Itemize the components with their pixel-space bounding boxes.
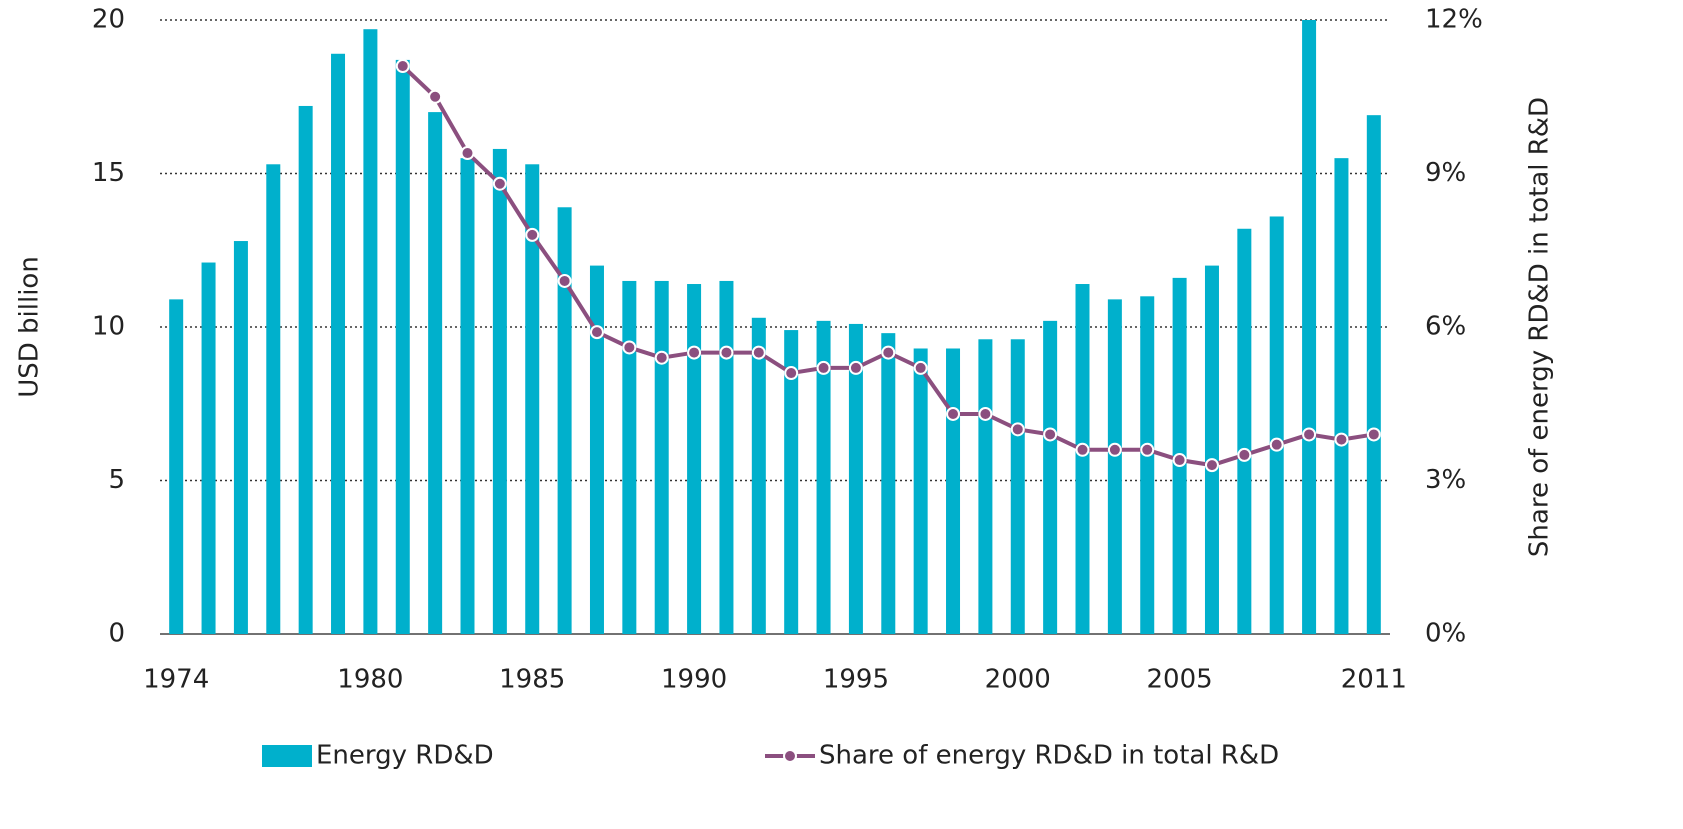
line-marker xyxy=(525,227,540,242)
line-marker xyxy=(784,366,799,381)
line-marker xyxy=(1107,442,1122,457)
bar xyxy=(201,262,216,634)
y2-axis-title: Share of energy RD&D in total R&D xyxy=(1525,97,1555,557)
legend-label: Share of energy RD&D in total R&D xyxy=(819,741,1279,771)
y2-tick-label: 9% xyxy=(1425,158,1466,188)
x-tick-label: 1974 xyxy=(143,665,209,695)
bar xyxy=(1107,299,1122,634)
line-marker xyxy=(881,345,896,360)
bar xyxy=(363,29,378,634)
x-tick-label: 1985 xyxy=(499,665,565,695)
bar xyxy=(1075,284,1090,634)
bar xyxy=(1043,320,1058,634)
x-tick-label: 2011 xyxy=(1341,665,1407,695)
y-tick-label: 5 xyxy=(108,465,125,495)
bar xyxy=(169,299,184,634)
line-marker xyxy=(751,345,766,360)
bar xyxy=(1237,228,1252,634)
bar xyxy=(1204,265,1219,634)
bar xyxy=(848,323,863,634)
x-tick-label: 1980 xyxy=(337,665,403,695)
y2-tick-label: 0% xyxy=(1425,619,1466,649)
bar xyxy=(298,105,313,634)
bar xyxy=(1140,296,1155,634)
x-tick-label: 1990 xyxy=(661,665,727,695)
y-tick-label: 15 xyxy=(92,158,125,188)
bar xyxy=(331,53,346,634)
line-marker xyxy=(622,340,637,355)
bar xyxy=(460,158,475,634)
bar xyxy=(266,164,281,635)
line-marker xyxy=(557,273,572,288)
line-marker xyxy=(1172,453,1187,468)
legend-swatch xyxy=(262,745,312,767)
bar xyxy=(428,112,443,635)
line-marker xyxy=(460,146,475,161)
x-tick-label: 2005 xyxy=(1147,665,1213,695)
bar xyxy=(525,164,540,635)
line-marker xyxy=(428,89,443,104)
line-marker xyxy=(1302,427,1317,442)
y2-tick-label: 6% xyxy=(1425,312,1466,342)
legend-label: Energy RD&D xyxy=(316,741,494,771)
bar xyxy=(1010,339,1025,634)
bar xyxy=(881,333,896,634)
bar xyxy=(784,330,799,634)
line-marker xyxy=(654,350,669,365)
y2-tick-label: 3% xyxy=(1425,465,1466,495)
bar xyxy=(751,317,766,634)
bar xyxy=(589,265,604,634)
bar xyxy=(1302,20,1317,634)
line-marker xyxy=(1043,427,1058,442)
x-tick-label: 2000 xyxy=(985,665,1051,695)
line-marker xyxy=(1140,442,1155,457)
bar xyxy=(946,348,961,634)
line-marker xyxy=(1237,447,1252,462)
line-marker xyxy=(1334,432,1349,447)
y-axis-title: USD billion xyxy=(15,256,45,398)
line-marker xyxy=(816,360,831,375)
bar xyxy=(492,148,507,634)
line-marker xyxy=(492,176,507,191)
bar xyxy=(719,280,734,634)
bar xyxy=(978,339,993,634)
bar xyxy=(1269,216,1284,635)
y2-tick-label: 12% xyxy=(1425,5,1483,35)
line-marker xyxy=(687,345,702,360)
bar xyxy=(1334,158,1349,634)
bar xyxy=(816,320,831,634)
bar xyxy=(654,280,669,634)
y-tick-label: 10 xyxy=(92,312,125,342)
legend-swatch xyxy=(783,749,797,763)
line-marker xyxy=(913,360,928,375)
line-marker xyxy=(395,59,410,74)
bar xyxy=(622,280,637,634)
y-tick-label: 20 xyxy=(92,5,125,35)
line-marker xyxy=(978,406,993,421)
bar xyxy=(233,241,248,635)
line-marker xyxy=(1366,427,1381,442)
x-tick-label: 1995 xyxy=(823,665,889,695)
bar xyxy=(557,207,572,634)
line-marker xyxy=(848,360,863,375)
y-tick-label: 0 xyxy=(108,619,125,649)
bar xyxy=(1366,115,1381,635)
bar xyxy=(395,59,410,635)
line-marker xyxy=(1010,422,1025,437)
line-marker xyxy=(946,406,961,421)
line-marker xyxy=(1269,437,1284,452)
line-marker xyxy=(719,345,734,360)
bar xyxy=(687,284,702,634)
line-marker xyxy=(589,325,604,340)
line-marker xyxy=(1204,458,1219,473)
line-marker xyxy=(1075,442,1090,457)
bar xyxy=(913,348,928,634)
